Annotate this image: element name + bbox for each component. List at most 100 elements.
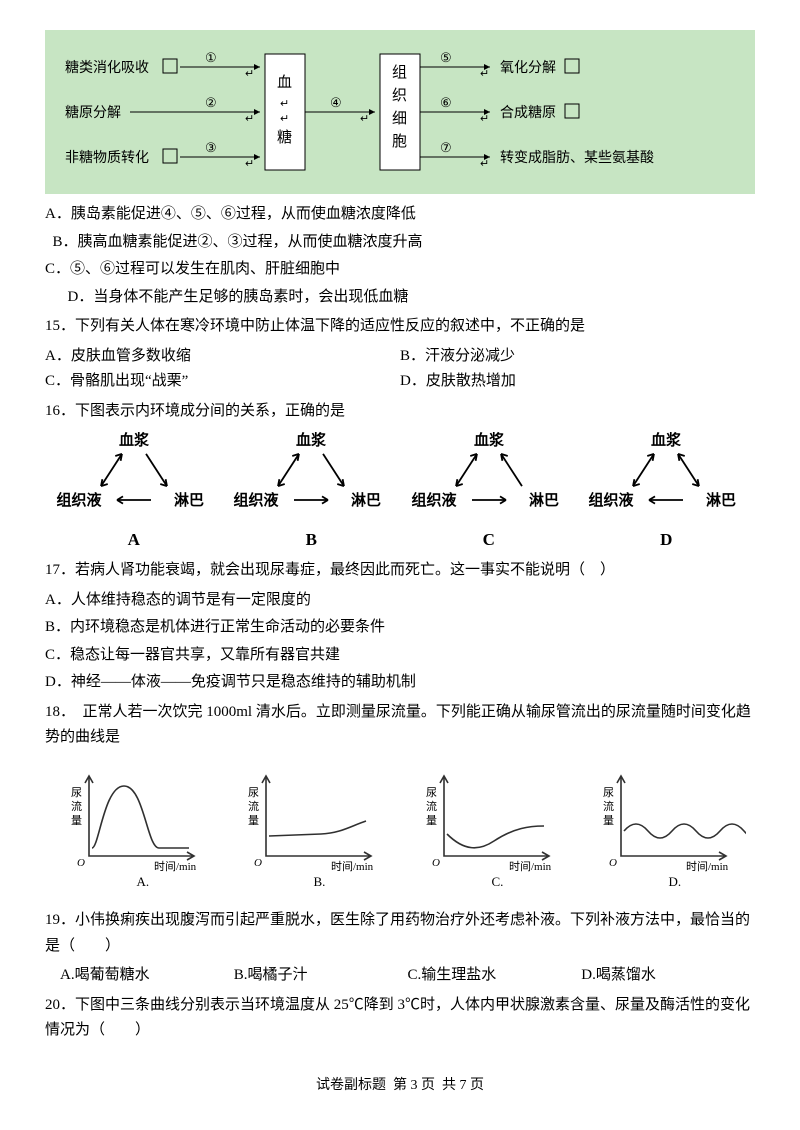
- svg-text:O: O: [77, 857, 85, 869]
- diagram-svg: 糖类消化吸收 糖原分解 非糖物质转化 ① ↵ ② ↵ ③ ↵ 血 ↵ ↵ 糖 ④…: [55, 42, 735, 182]
- box1-l1: 血: [277, 74, 292, 91]
- footer-title: 试卷副标题: [316, 1078, 386, 1093]
- svg-text:O: O: [609, 857, 617, 869]
- svg-text:↵: ↵: [245, 158, 254, 170]
- footer-page: 第 3 页: [393, 1078, 435, 1093]
- box1-l2: 糖: [277, 129, 292, 146]
- svg-text:血浆: 血浆: [296, 431, 327, 449]
- footer-total: 共 7 页: [442, 1078, 484, 1093]
- curve-a: 尿流量 O 时间/min A.: [45, 761, 223, 901]
- svg-text:血浆: 血浆: [119, 431, 150, 449]
- q16-diagrams: 血浆组织液淋巴A 血浆组织液淋巴B 血浆组织液淋巴C 血浆组织液淋巴D: [45, 430, 755, 554]
- num-4: ④: [330, 95, 342, 110]
- svg-text:↵: ↵: [245, 68, 254, 80]
- svg-text:组织液: 组织液: [589, 491, 635, 509]
- svg-text:时间/min: 时间/min: [331, 860, 374, 873]
- num-5: ⑤: [440, 50, 452, 65]
- num-7: ⑦: [440, 140, 452, 155]
- svg-text:D.: D.: [669, 874, 682, 889]
- svg-text:细: 细: [392, 110, 407, 127]
- q19-opt-a: A.喝葡萄糖水: [60, 963, 234, 989]
- q14-options: A．胰岛素能促进④、⑤、⑥过程，从而使血糖浓度降低 B．胰高血糖素能促进②、③过…: [45, 202, 755, 310]
- tri-a: 血浆组织液淋巴A: [45, 430, 223, 554]
- q15-row2: C．骨骼肌出现“战栗” D．皮肤散热增加: [45, 369, 755, 395]
- svg-text:流: 流: [603, 799, 614, 813]
- svg-text:↵: ↵: [280, 113, 289, 125]
- q15-row1: A．皮肤血管多数收缩 B．汗液分泌减少: [45, 344, 755, 370]
- num-6: ⑥: [440, 95, 452, 110]
- page-footer: 试卷副标题 第 3 页 共 7 页: [45, 1074, 755, 1098]
- svg-text:尿: 尿: [426, 786, 437, 799]
- svg-text:血浆: 血浆: [651, 431, 682, 449]
- svg-text:量: 量: [248, 814, 259, 827]
- right-label-3: 转变成脂肪、某些氨基酸: [500, 149, 654, 166]
- q17-opt-c: C．稳态让每一器官共享，又靠所有器官共建: [45, 643, 755, 669]
- tri-d: 血浆组织液淋巴D: [578, 430, 756, 554]
- q17-opt-d: D．神经——体液——免疫调节只是稳态维持的辅助机制: [45, 670, 755, 696]
- left-label-2: 糖原分解: [65, 105, 121, 121]
- svg-text:↵: ↵: [480, 158, 489, 170]
- svg-text:淋巴: 淋巴: [529, 491, 559, 509]
- q18-curves: 尿流量O时间/minA. 尿流量O时间/minB. 尿流量O时间/minC. 尿…: [45, 761, 755, 901]
- curve-d: 尿流量 O 时间/min D.: [578, 761, 756, 901]
- svg-text:O: O: [432, 857, 440, 869]
- right-label-1: 氧化分解: [500, 60, 556, 76]
- svg-text:尿: 尿: [248, 786, 259, 799]
- svg-text:↵: ↵: [480, 68, 489, 80]
- svg-text:淋巴: 淋巴: [351, 491, 381, 509]
- q15-opt-b: B．汗液分泌减少: [400, 344, 755, 370]
- svg-text:量: 量: [426, 814, 437, 827]
- q17-stem: 17．若病人肾功能衰竭，就会出现尿毒症，最终因此而死亡。这一事实不能说明（ ）: [45, 558, 755, 584]
- q14-opt-c: C．⑤、⑥过程可以发生在肌肉、肝脏细胞中: [45, 257, 755, 283]
- tri-b: 血浆组织液淋巴B: [223, 430, 401, 554]
- svg-text:B.: B.: [314, 874, 326, 889]
- svg-text:量: 量: [603, 814, 614, 827]
- q14-opt-a: A．胰岛素能促进④、⑤、⑥过程，从而使血糖浓度降低: [45, 202, 755, 228]
- svg-text:时间/min: 时间/min: [154, 860, 197, 873]
- curve-c: 尿流量O时间/minC.: [400, 761, 578, 901]
- svg-text:↵: ↵: [480, 113, 489, 125]
- q14-opt-b: B．胰高血糖素能促进②、③过程，从而使血糖浓度升高: [45, 230, 755, 256]
- svg-text:淋巴: 淋巴: [706, 491, 736, 509]
- svg-text:组: 组: [392, 64, 407, 81]
- svg-text:尿: 尿: [71, 786, 82, 799]
- svg-text:尿: 尿: [603, 786, 614, 799]
- svg-text:流: 流: [248, 799, 259, 813]
- tri-c: 血浆组织液淋巴C: [400, 430, 578, 554]
- q18-stem: 18． 正常人若一次饮完 1000ml 清水后。立即测量尿流量。下列能正确从输尿…: [45, 700, 755, 751]
- q19-options: A.喝葡萄糖水 B.喝橘子汁 C.输生理盐水 D.喝蒸馏水: [45, 963, 755, 989]
- q15-stem: 15．下列有关人体在寒冷环境中防止体温下降的适应性反应的叙述中，不正确的是: [45, 314, 755, 340]
- svg-text:淋巴: 淋巴: [174, 491, 204, 509]
- q17-opt-b: B．内环境稳态是机体进行正常生命活动的必要条件: [45, 615, 755, 641]
- svg-text:组织液: 组织液: [234, 491, 280, 509]
- svg-text:量: 量: [71, 814, 82, 827]
- svg-text:组织液: 组织液: [56, 491, 102, 509]
- svg-text:时间/min: 时间/min: [686, 860, 729, 873]
- q14-opt-d: D．当身体不能产生足够的胰岛素时，会出现低血糖: [45, 285, 755, 311]
- q15-opt-a: A．皮肤血管多数收缩: [45, 344, 400, 370]
- q15-opt-d: D．皮肤散热增加: [400, 369, 755, 395]
- left-label-3: 非糖物质转化: [65, 150, 149, 166]
- svg-text:胞: 胞: [392, 133, 407, 150]
- svg-text:组织液: 组织液: [411, 491, 457, 509]
- svg-text:流: 流: [426, 799, 437, 813]
- q20-stem: 20．下图中三条曲线分别表示当环境温度从 25℃降到 3℃时，人体内甲状腺激素含…: [45, 993, 755, 1044]
- num-3: ③: [205, 140, 217, 155]
- q17-opt-a: A．人体维持稳态的调节是有一定限度的: [45, 588, 755, 614]
- svg-text:织: 织: [392, 87, 407, 104]
- right-label-2: 合成糖原: [500, 105, 556, 121]
- curve-b: 尿流量 O 时间/min B.: [223, 761, 401, 901]
- q19-stem: 19．小伟换痢疾出现腹泻而引起严重脱水，医生除了用药物治疗外还考虑补液。下列补液…: [45, 908, 755, 959]
- svg-text:↵: ↵: [360, 113, 369, 125]
- svg-text:↵: ↵: [280, 98, 289, 110]
- q19-opt-b: B.喝橘子汁: [234, 963, 408, 989]
- svg-text:A.: A.: [136, 874, 149, 889]
- q19-opt-d: D.喝蒸馏水: [581, 963, 755, 989]
- q16-stem: 16．下图表示内环境成分间的关系，正确的是: [45, 399, 755, 425]
- svg-text:C.: C.: [491, 874, 503, 889]
- svg-text:血浆: 血浆: [474, 431, 505, 449]
- svg-text:流: 流: [71, 799, 82, 813]
- svg-text:O: O: [254, 857, 262, 869]
- num-1: ①: [205, 50, 217, 65]
- q17-options: A．人体维持稳态的调节是有一定限度的 B．内环境稳态是机体进行正常生命活动的必要…: [45, 588, 755, 696]
